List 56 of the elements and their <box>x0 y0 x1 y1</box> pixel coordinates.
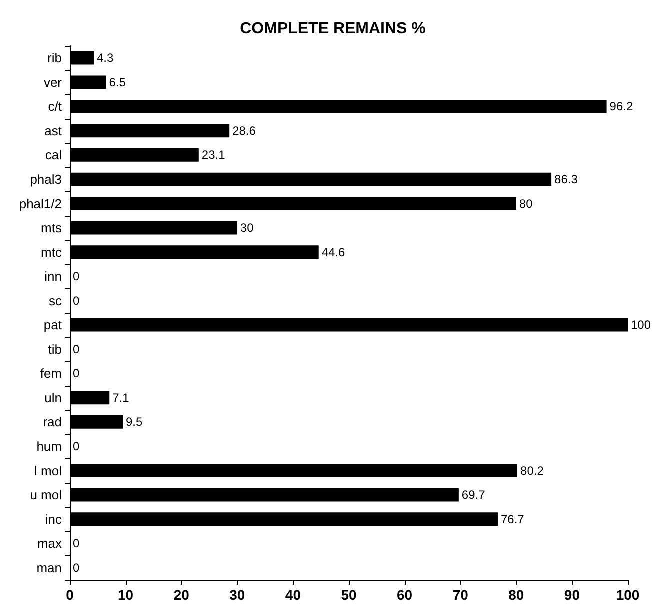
y-tick-label: sc <box>49 293 62 308</box>
data-label: 23.1 <box>202 148 226 162</box>
y-tick-label: ast <box>44 123 62 138</box>
data-label: 0 <box>73 440 80 454</box>
data-label: 69.7 <box>462 488 486 502</box>
data-label: 0 <box>73 270 80 284</box>
data-label: 7.1 <box>112 390 130 405</box>
x-tick-label: 30 <box>230 587 246 603</box>
data-label: 0 <box>73 294 80 308</box>
y-tick-label: inn <box>44 269 62 284</box>
x-tick-label: 90 <box>564 587 580 603</box>
y-tick-label: cal <box>45 148 62 163</box>
data-label: 100 <box>631 318 652 332</box>
y-tick-label: mts <box>41 220 62 236</box>
x-tick-label: 70 <box>452 587 469 603</box>
y-tick-label: inc <box>45 512 62 527</box>
x-tick-label: 50 <box>341 587 357 603</box>
data-label: 0 <box>73 342 80 356</box>
data-label: 6.5 <box>109 75 126 90</box>
x-tick-label: 0 <box>66 587 74 603</box>
data-label: 28.6 <box>232 124 256 138</box>
data-label: 44.6 <box>322 245 346 260</box>
y-tick-label: ver <box>44 74 63 90</box>
data-label: 76.7 <box>500 512 525 526</box>
y-tick-label: l mol <box>34 463 62 478</box>
x-tick-label: 60 <box>397 587 413 603</box>
x-tick-label: 40 <box>285 587 302 603</box>
y-tick-label: hum <box>36 439 62 454</box>
chart-title: COMPLETE REMAINS % <box>240 20 426 38</box>
data-label: 80.2 <box>520 464 544 478</box>
y-tick-label: u mol <box>30 488 62 503</box>
y-tick-label: uln <box>44 390 62 406</box>
data-label: 0 <box>73 560 80 575</box>
y-tick-label: fem <box>40 366 62 382</box>
y-tick-label: rad <box>43 414 62 430</box>
x-tick-label: 100 <box>616 587 640 603</box>
y-tick-label: c/t <box>48 99 62 114</box>
y-tick-label: mtc <box>41 244 62 260</box>
data-label: 4.3 <box>96 51 114 66</box>
data-label: 96.2 <box>610 100 634 114</box>
y-tick-label: phal3 <box>30 172 62 187</box>
y-tick-label: phal1/2 <box>19 196 62 212</box>
y-tick-label: tib <box>48 342 62 357</box>
x-tick-label: 10 <box>118 587 134 603</box>
data-label: 86.3 <box>554 172 578 186</box>
data-label: 9.5 <box>126 415 144 430</box>
data-label: 0 <box>73 536 80 551</box>
y-tick-label: max <box>37 536 62 552</box>
data-label: 0 <box>73 366 80 381</box>
y-tick-label: rib <box>48 50 62 66</box>
x-tick-label: 20 <box>174 587 190 603</box>
data-label: 30 <box>240 221 254 236</box>
y-tick-label: pat <box>44 318 62 333</box>
data-label: 80 <box>519 196 534 211</box>
x-tick-label: 80 <box>508 587 524 603</box>
y-tick-label: man <box>36 560 62 576</box>
